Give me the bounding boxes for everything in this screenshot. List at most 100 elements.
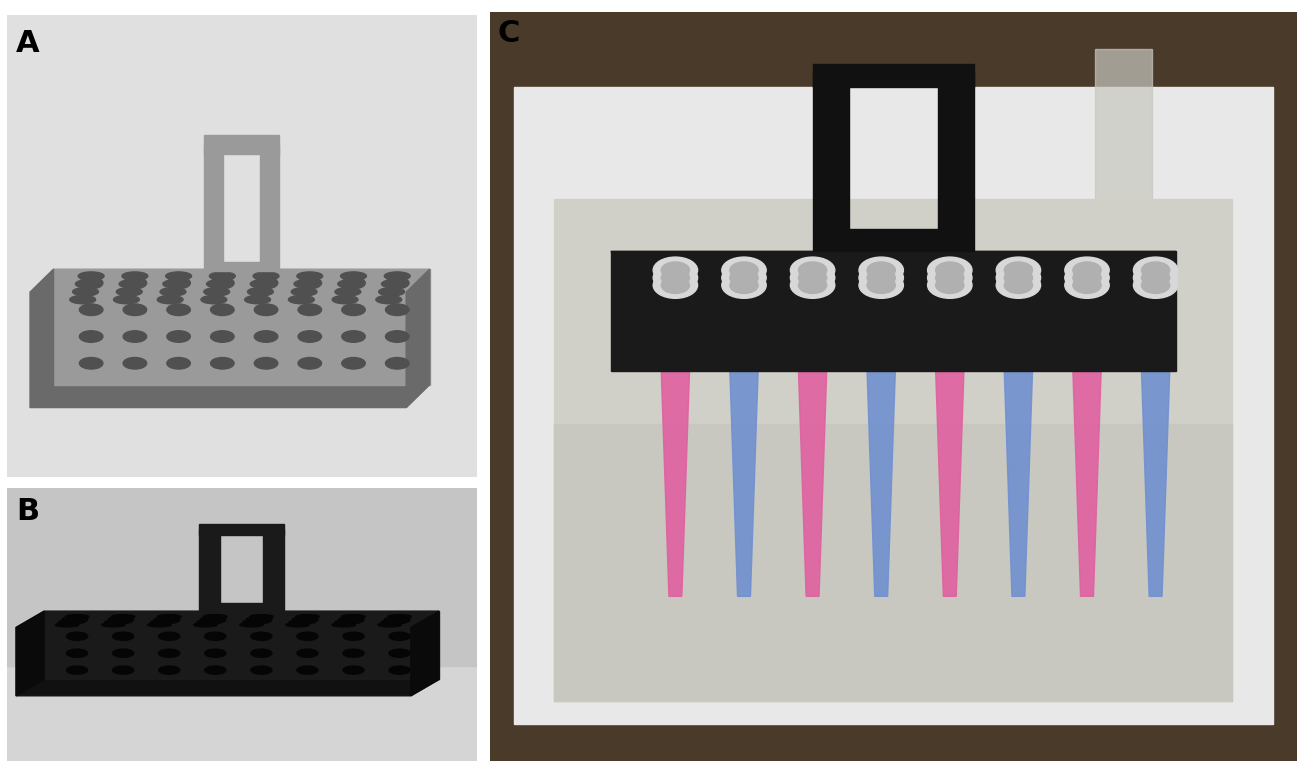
Ellipse shape: [1004, 277, 1033, 294]
Ellipse shape: [338, 618, 362, 621]
Ellipse shape: [653, 272, 697, 298]
Ellipse shape: [336, 620, 359, 624]
Ellipse shape: [798, 269, 827, 286]
Ellipse shape: [389, 615, 410, 624]
Ellipse shape: [204, 288, 230, 296]
Ellipse shape: [298, 331, 321, 342]
Ellipse shape: [167, 358, 191, 369]
Ellipse shape: [67, 649, 88, 657]
Ellipse shape: [116, 288, 142, 296]
Ellipse shape: [112, 649, 133, 657]
Ellipse shape: [790, 257, 835, 283]
Ellipse shape: [158, 632, 180, 641]
Polygon shape: [1004, 371, 1033, 597]
Ellipse shape: [935, 277, 964, 294]
Ellipse shape: [65, 614, 89, 619]
Ellipse shape: [343, 615, 364, 624]
Ellipse shape: [927, 257, 972, 283]
Polygon shape: [867, 371, 896, 597]
Ellipse shape: [389, 649, 410, 657]
Ellipse shape: [204, 614, 227, 619]
Polygon shape: [7, 666, 477, 761]
Ellipse shape: [342, 614, 366, 619]
Ellipse shape: [210, 358, 234, 369]
Ellipse shape: [1134, 272, 1178, 298]
Ellipse shape: [1064, 265, 1109, 291]
Ellipse shape: [1134, 265, 1178, 291]
Ellipse shape: [289, 295, 315, 304]
Ellipse shape: [193, 623, 217, 627]
Ellipse shape: [111, 614, 135, 619]
Ellipse shape: [296, 615, 319, 624]
Text: B: B: [16, 497, 39, 525]
Ellipse shape: [343, 649, 364, 657]
Ellipse shape: [343, 632, 364, 641]
Ellipse shape: [73, 288, 98, 296]
Ellipse shape: [67, 666, 88, 674]
Polygon shape: [263, 529, 283, 603]
Ellipse shape: [1141, 277, 1170, 294]
Ellipse shape: [78, 272, 104, 280]
Ellipse shape: [384, 272, 410, 280]
Ellipse shape: [935, 269, 964, 286]
Ellipse shape: [148, 623, 171, 627]
Ellipse shape: [381, 620, 405, 624]
Ellipse shape: [157, 295, 183, 304]
Ellipse shape: [298, 304, 321, 315]
Ellipse shape: [342, 331, 366, 342]
Ellipse shape: [80, 304, 103, 315]
Ellipse shape: [251, 632, 272, 641]
Ellipse shape: [69, 295, 95, 304]
Polygon shape: [30, 269, 430, 292]
Ellipse shape: [59, 620, 82, 624]
Ellipse shape: [334, 288, 360, 296]
Ellipse shape: [255, 277, 278, 288]
Polygon shape: [260, 145, 279, 262]
Ellipse shape: [123, 358, 146, 369]
Polygon shape: [1096, 49, 1152, 236]
Ellipse shape: [867, 269, 896, 286]
Ellipse shape: [867, 277, 896, 294]
Polygon shape: [515, 86, 1272, 724]
Ellipse shape: [388, 614, 411, 619]
Ellipse shape: [859, 272, 904, 298]
Ellipse shape: [935, 262, 964, 278]
Polygon shape: [16, 611, 439, 628]
Ellipse shape: [661, 269, 690, 286]
Ellipse shape: [210, 277, 234, 288]
Ellipse shape: [294, 280, 320, 288]
Polygon shape: [798, 371, 827, 597]
Ellipse shape: [859, 265, 904, 291]
Ellipse shape: [104, 620, 128, 624]
Ellipse shape: [379, 288, 405, 296]
Ellipse shape: [1004, 269, 1033, 286]
Ellipse shape: [377, 623, 401, 627]
Ellipse shape: [112, 666, 133, 674]
Ellipse shape: [296, 632, 319, 641]
Ellipse shape: [661, 277, 690, 294]
Polygon shape: [200, 524, 283, 534]
Ellipse shape: [206, 280, 232, 288]
Polygon shape: [204, 135, 279, 154]
Ellipse shape: [67, 615, 88, 624]
Ellipse shape: [167, 331, 191, 342]
Ellipse shape: [197, 620, 221, 624]
Ellipse shape: [1141, 262, 1170, 278]
Ellipse shape: [384, 618, 407, 621]
Ellipse shape: [251, 280, 276, 288]
Ellipse shape: [790, 272, 835, 298]
Ellipse shape: [200, 618, 223, 621]
Ellipse shape: [255, 304, 278, 315]
Ellipse shape: [342, 304, 366, 315]
Polygon shape: [1141, 371, 1170, 597]
Ellipse shape: [248, 288, 273, 296]
Ellipse shape: [730, 262, 757, 278]
Ellipse shape: [653, 265, 697, 291]
Ellipse shape: [80, 358, 103, 369]
Ellipse shape: [385, 304, 409, 315]
Polygon shape: [200, 603, 283, 611]
Ellipse shape: [1141, 269, 1170, 286]
Ellipse shape: [376, 295, 402, 304]
Ellipse shape: [205, 666, 226, 674]
Ellipse shape: [1064, 272, 1109, 298]
